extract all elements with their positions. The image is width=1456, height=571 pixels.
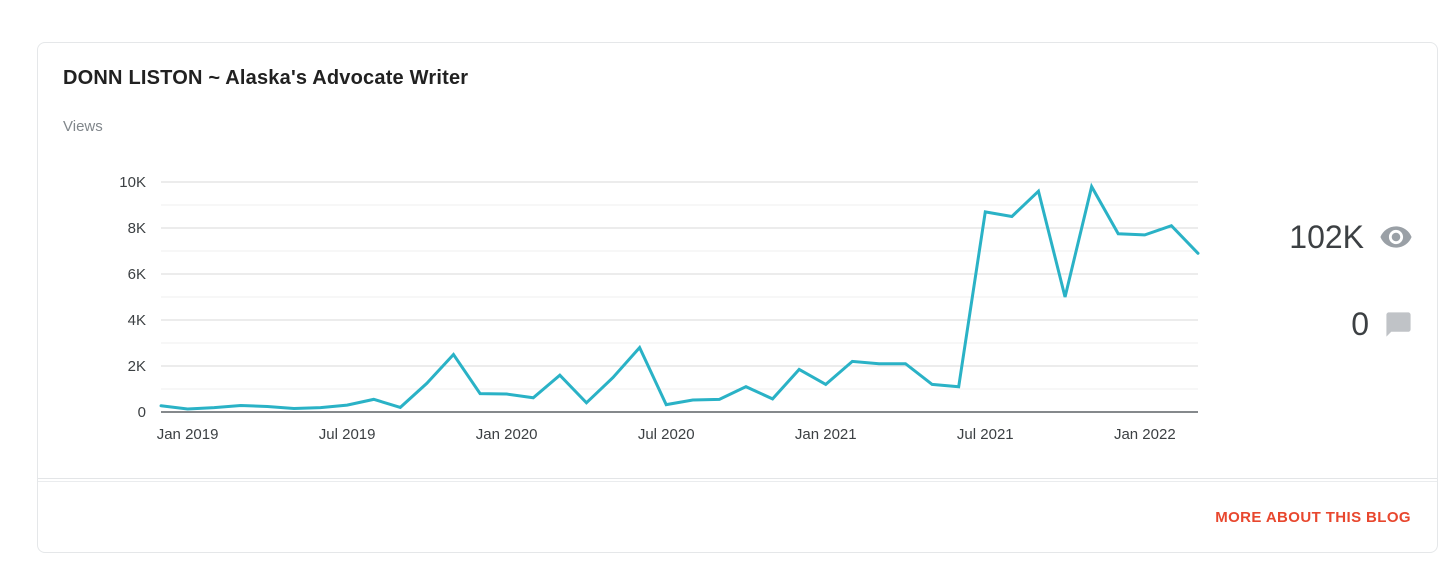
views-chart[interactable]: 0 2K 4K 6K 8K 10K Jan 2019 Jul 2019 Jan 2020 Jul … <box>38 43 1437 552</box>
x-axis-tick-label: Jan 2020 <box>476 426 538 443</box>
y-axis-tick-label: 0 <box>138 404 146 421</box>
x-axis-tick-label: Jul 2019 <box>319 426 376 443</box>
y-axis-tick-label: 4K <box>128 312 146 329</box>
blog-stats-card: DONN LISTON ~ Alaska's Advocate Writer V… <box>37 42 1438 553</box>
y-axis-tick-label: 2K <box>128 358 146 375</box>
total-comments-value: 0 <box>1351 306 1369 342</box>
x-axis-tick-label: Jan 2021 <box>795 426 857 443</box>
more-about-blog-link[interactable]: MORE ABOUT THIS BLOG <box>1215 508 1411 526</box>
x-axis-tick-label: Jul 2020 <box>638 426 695 443</box>
card-footer: MORE ABOUT THIS BLOG <box>38 482 1437 552</box>
total-comments-stat: 0 <box>1351 302 1413 346</box>
views-line <box>159 182 1200 411</box>
y-axis-tick-label: 8K <box>128 220 146 237</box>
blog-title: DONN LISTON ~ Alaska's Advocate Writer <box>63 67 469 89</box>
eye-icon <box>1380 226 1412 248</box>
views-axis-title: Views <box>63 118 103 135</box>
x-axis-tick-label: Jul 2021 <box>957 426 1014 443</box>
x-axis-tick-label: Jan 2022 <box>1114 426 1176 443</box>
comment-icon <box>1386 311 1411 337</box>
total-views-value: 102K <box>1289 219 1364 255</box>
y-axis-tick-label: 10K <box>119 174 146 191</box>
card-divider <box>38 478 1437 482</box>
x-axis-tick-label: Jan 2019 <box>157 426 219 443</box>
y-axis-tick-label: 6K <box>128 266 146 283</box>
total-views-stat: 102K <box>1289 215 1413 259</box>
